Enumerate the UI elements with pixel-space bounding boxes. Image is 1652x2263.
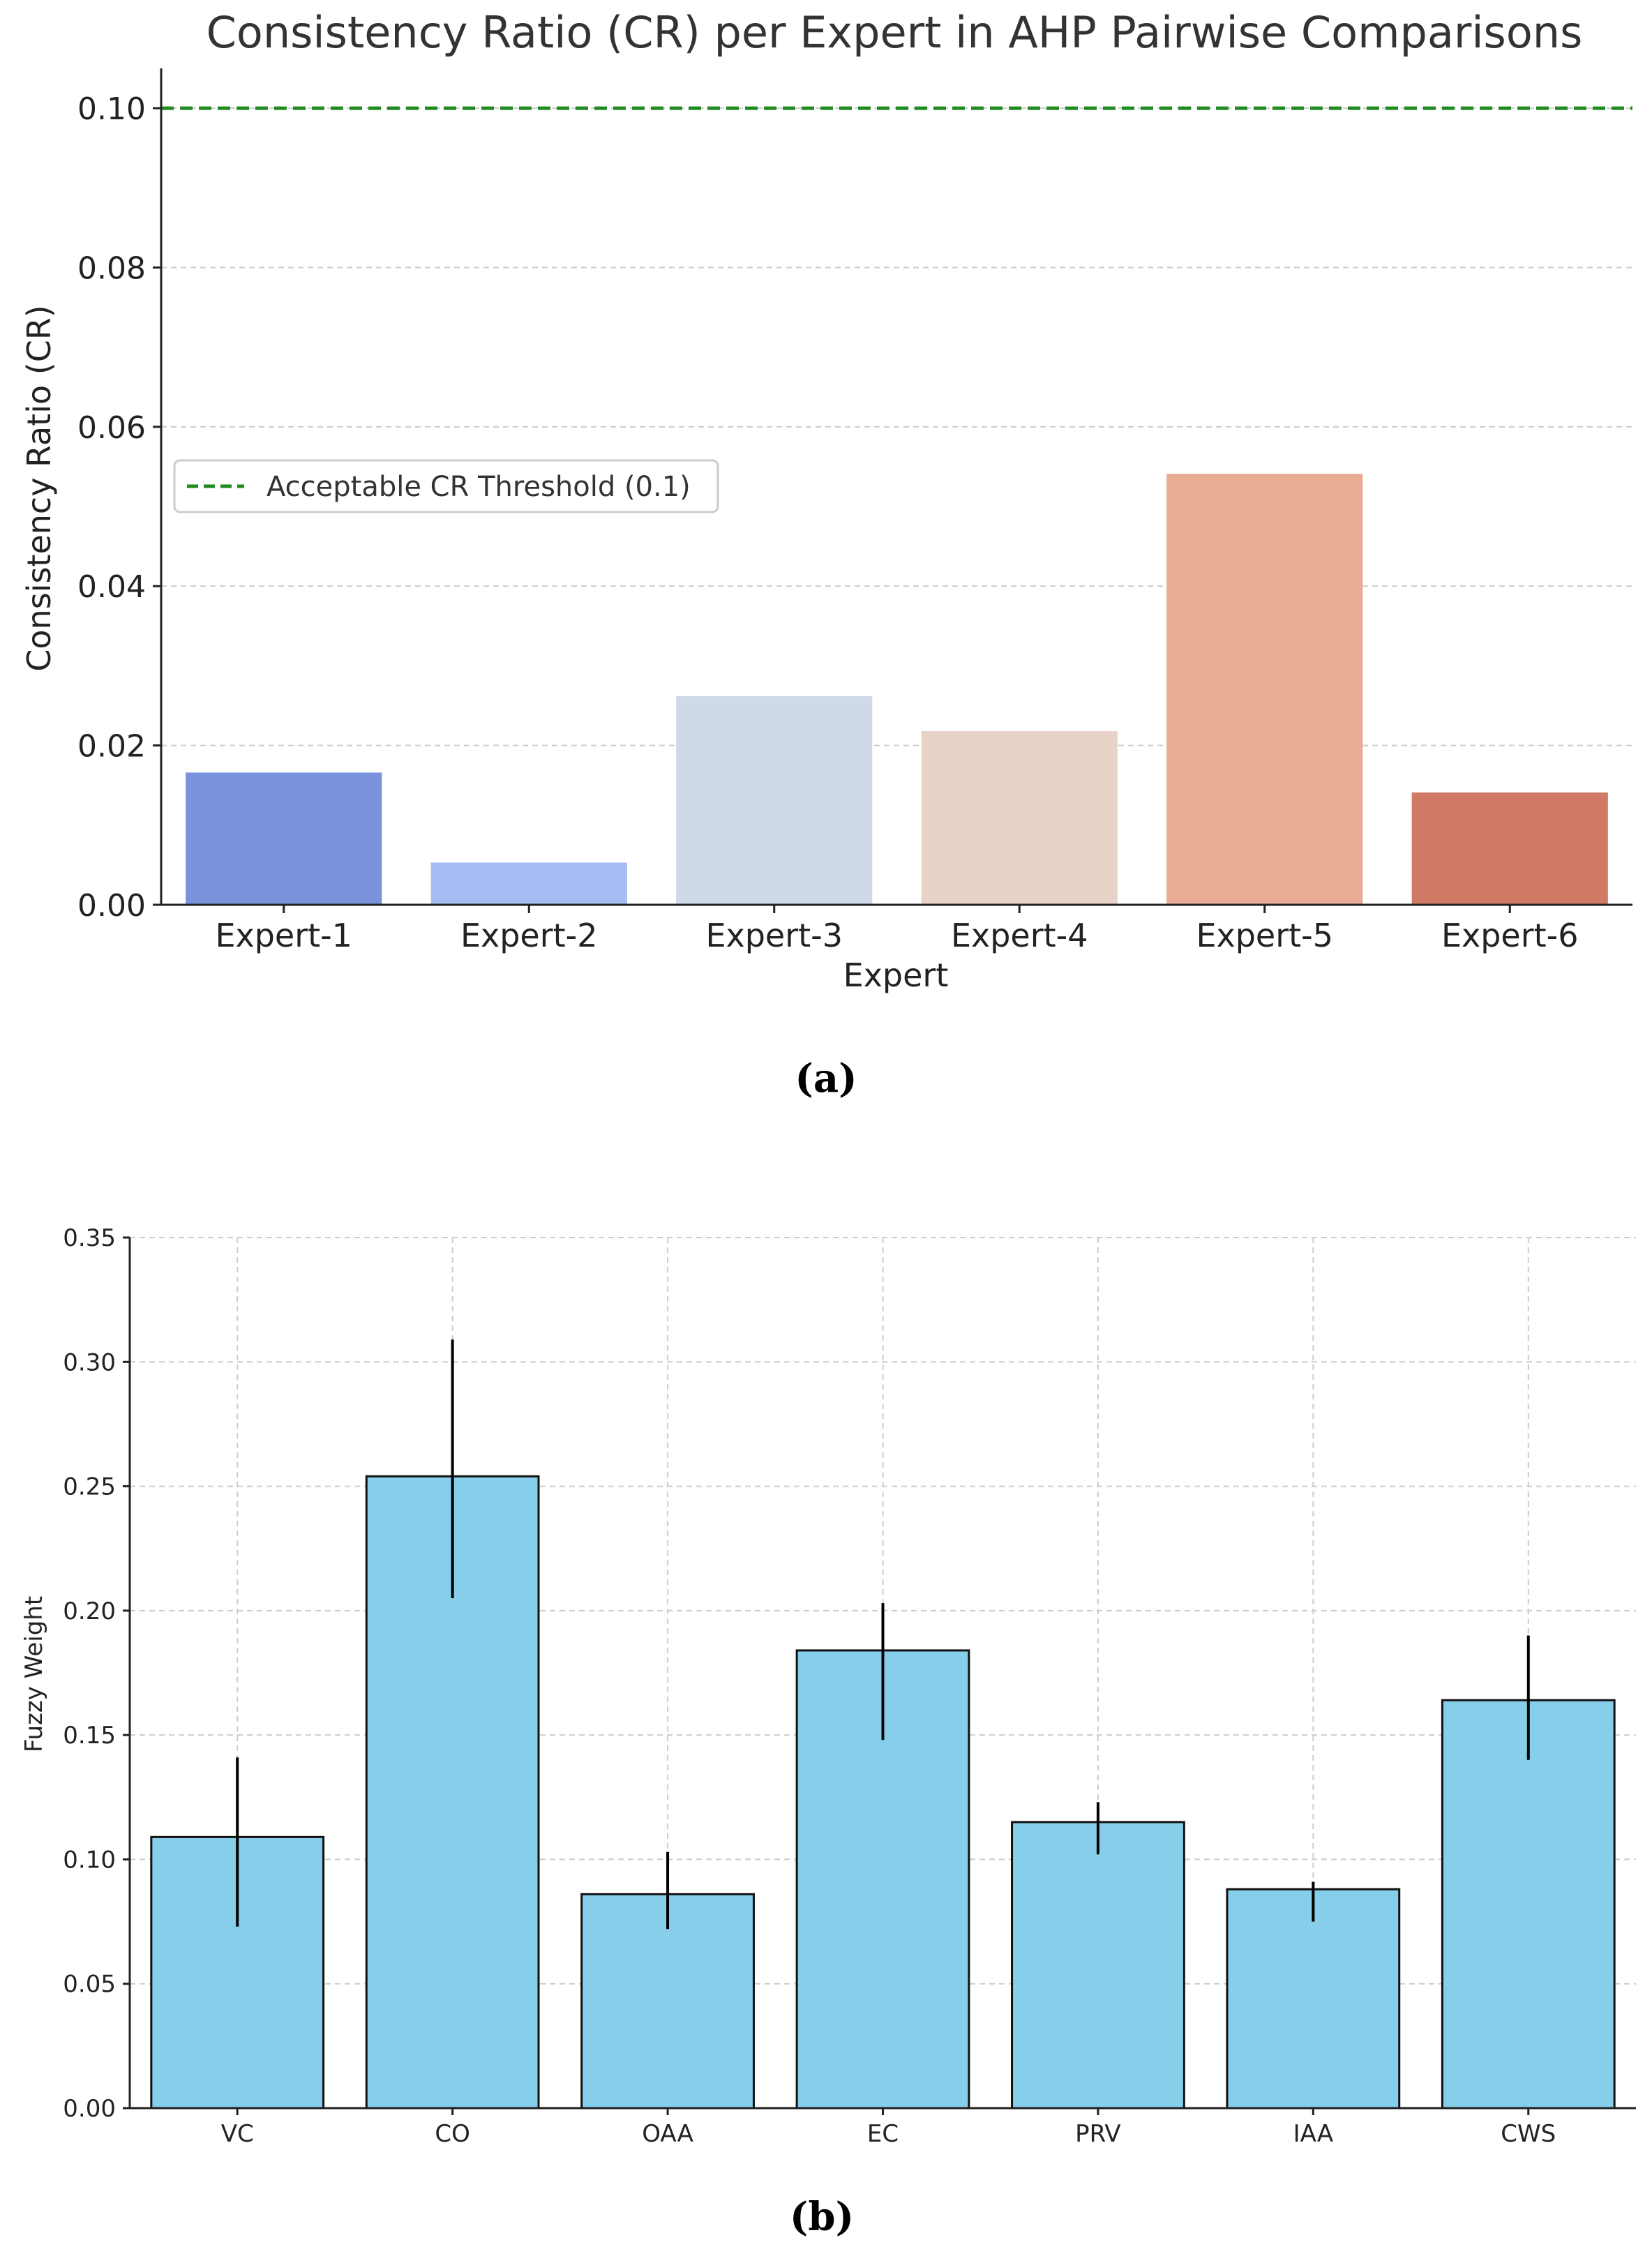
legend-threshold-label: Acceptable CR Threshold (0.1) (266, 471, 691, 503)
bar-cws (1441, 1699, 1616, 2110)
x-tick-label: Expert-3 (705, 917, 843, 954)
x-axis-label: Expert (843, 956, 949, 994)
error-bars (236, 1339, 1530, 1930)
y-tick-label: 0.06 (77, 410, 146, 446)
x-tick-label: OAA (642, 2120, 693, 2148)
y-axis-ticks: 0.00 0.02 0.04 0.06 0.08 0.10 (77, 91, 161, 924)
y-tick-label: 0.00 (77, 888, 146, 924)
y-tick-label: 0.25 (63, 1473, 116, 1501)
bars (186, 474, 1608, 905)
gridlines (161, 107, 1632, 746)
y-tick-label: 0.10 (77, 91, 146, 127)
bar-expert-4 (921, 731, 1118, 905)
cr-chart: Consistency Ratio (CR) per Expert in AHP… (20, 7, 1632, 1102)
x-tick-label: EC (867, 2120, 899, 2148)
x-tick-label: Expert-1 (215, 917, 352, 954)
y-tick-label: 0.10 (63, 1846, 116, 1874)
y-tick-label: 0.02 (77, 729, 146, 765)
bar-expert-2 (430, 862, 627, 905)
bar-iaa (1226, 1888, 1401, 2110)
legend: Acceptable CR Threshold (0.1) (173, 459, 719, 513)
bar-prv (1011, 1821, 1185, 2110)
y-axis-label: Consistency Ratio (CR) (20, 305, 58, 671)
bar-expert-5 (1166, 474, 1363, 905)
y-tick-label: 0.04 (77, 569, 146, 605)
y-tick-label: 0.20 (63, 1597, 116, 1625)
bar-expert-6 (1411, 792, 1608, 905)
y-axis-ticks: 0.00 0.05 0.10 0.15 0.20 0.25 0.30 0.35 (63, 1224, 130, 2123)
x-tick-label: VC (221, 2120, 254, 2148)
bar-expert-1 (186, 772, 382, 905)
x-tick-label: CO (435, 2120, 470, 2148)
legend-box (173, 459, 719, 513)
panel-label-a: (a) (795, 1055, 857, 1102)
chart-title: Consistency Ratio (CR) per Expert in AHP… (206, 7, 1583, 58)
panel-label-b: (b) (790, 2194, 854, 2240)
x-axis-ticks: Expert-1 Expert-2 Expert-3 Expert-4 Expert-5… (215, 905, 1579, 954)
x-tick-label: IAA (1293, 2120, 1334, 2148)
x-tick-label: Expert-4 (951, 917, 1088, 954)
y-tick-label: 0.05 (63, 1971, 116, 1999)
x-axis-ticks: VC CO OAA EC PRV IAA CWS (221, 2108, 1556, 2148)
y-axis-label: Fuzzy Weight (20, 1596, 48, 1752)
y-tick-label: 0.00 (63, 2095, 116, 2123)
x-tick-label: CWS (1501, 2120, 1556, 2148)
x-tick-label: Expert-2 (460, 917, 598, 954)
bar-oaa (580, 1893, 755, 2110)
y-tick-label: 0.30 (63, 1348, 116, 1376)
fuzzy-weight-chart: 0.00 0.05 0.10 0.15 0.20 0.25 0.30 0.35 VC CO OAA… (20, 1224, 1636, 2240)
bar-expert-3 (676, 696, 873, 905)
y-tick-label: 0.35 (63, 1224, 116, 1252)
x-tick-label: PRV (1075, 2120, 1121, 2148)
x-tick-label: Expert-6 (1441, 917, 1579, 954)
y-tick-label: 0.08 (77, 250, 146, 286)
x-tick-label: Expert-5 (1196, 917, 1333, 954)
y-tick-label: 0.15 (63, 1722, 116, 1750)
